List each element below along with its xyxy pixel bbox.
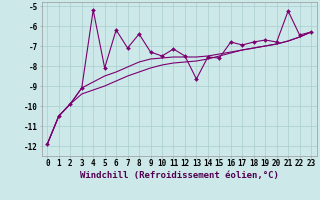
X-axis label: Windchill (Refroidissement éolien,°C): Windchill (Refroidissement éolien,°C) bbox=[80, 171, 279, 180]
